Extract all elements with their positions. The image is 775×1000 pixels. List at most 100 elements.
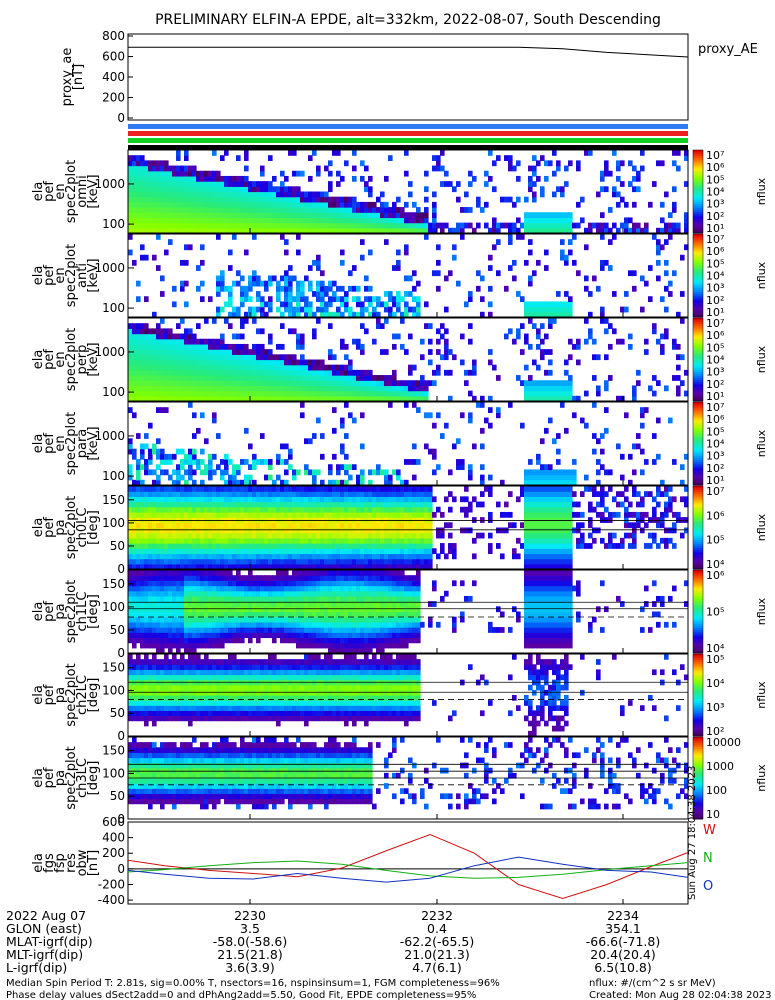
- heatmap-cell: [400, 537, 405, 544]
- heatmap-cell: [176, 343, 181, 350]
- heatmap-cell: [172, 585, 177, 592]
- heatmap-cell: [212, 469, 217, 476]
- heatmap-cell: [336, 222, 341, 229]
- ytick-label: 100: [102, 217, 125, 231]
- colorbar-cell: [693, 265, 703, 268]
- colorbar-cell: [693, 544, 703, 547]
- heatmap-cell: [564, 212, 569, 219]
- heatmap-cell: [520, 296, 525, 303]
- heatmap-cell: [220, 486, 225, 492]
- heatmap-cell: [352, 543, 357, 549]
- heatmap-cell: [212, 343, 217, 350]
- heatmap-cell: [196, 186, 201, 193]
- heatmap-cell: [268, 306, 273, 313]
- heatmap-cell: [192, 511, 197, 518]
- heatmap-cell: [468, 296, 473, 303]
- heatmap-cell: [132, 506, 137, 513]
- heatmap-cell: [132, 333, 137, 340]
- heatmap-cell: [284, 380, 289, 387]
- heatmap-cell: [144, 517, 149, 523]
- heatmap-cell: [520, 349, 525, 355]
- heatmap-cell: [664, 227, 669, 234]
- heatmap-cell: [284, 563, 289, 570]
- heatmap-cell: [536, 532, 541, 539]
- heatmap-cell: [492, 160, 497, 167]
- heatmap-cell: [232, 359, 237, 366]
- heatmap-cell: [128, 548, 133, 555]
- heatmap-cell: [252, 380, 257, 387]
- heatmap-cell: [564, 380, 569, 387]
- heatmap-cell: [320, 517, 325, 523]
- heatmap-cell: [136, 186, 141, 193]
- heatmap-cell: [296, 186, 301, 193]
- heatmap-cell: [348, 532, 353, 539]
- heatmap-cell: [456, 464, 461, 471]
- heatmap-cell: [328, 506, 333, 513]
- heatmap-cell: [268, 511, 273, 518]
- heatmap-cell: [476, 201, 481, 208]
- heatmap-cell: [268, 501, 273, 508]
- heatmap-cell: [332, 543, 337, 549]
- heatmap-cell: [344, 291, 349, 297]
- heatmap-cell: [184, 155, 189, 161]
- heatmap-cell: [228, 369, 233, 376]
- heatmap-cell: [300, 522, 305, 529]
- heatmap-cell: [552, 301, 557, 308]
- heatmap-cell: [172, 375, 177, 381]
- heatmap-cell: [232, 364, 237, 371]
- heatmap-cell: [288, 150, 293, 156]
- heatmap-cell: [372, 532, 377, 539]
- heatmap-cell: [160, 160, 165, 167]
- heatmap-cell: [156, 517, 161, 523]
- heatmap-cell: [268, 506, 273, 513]
- heatmap-cell: [660, 296, 665, 303]
- heatmap-cell: [200, 369, 205, 376]
- heatmap-cell: [292, 501, 297, 508]
- heatmap-cell: [284, 375, 289, 381]
- heatmap-cell: [556, 212, 561, 219]
- heatmap-cell: [572, 259, 577, 266]
- heatmap-cell: [164, 201, 169, 208]
- heatmap-cell: [316, 259, 321, 266]
- colorbar-cell: [693, 318, 703, 321]
- heatmap-cell: [136, 395, 141, 402]
- heatmap-cell: [136, 553, 141, 560]
- heatmap-cell: [416, 511, 421, 518]
- heatmap-cell: [604, 186, 609, 193]
- heatmap-cell: [260, 486, 265, 492]
- heatmap-cell: [132, 328, 137, 335]
- heatmap-cell: [280, 301, 285, 308]
- heatmap-cell: [428, 543, 433, 549]
- heatmap-cell: [552, 222, 557, 229]
- heatmap-cell: [236, 548, 241, 555]
- heatmap-cell: [360, 390, 365, 397]
- heatmap-cell: [156, 543, 161, 549]
- heatmap-cell: [368, 491, 373, 497]
- heatmap-cell: [628, 522, 633, 529]
- heatmap-cell: [400, 491, 405, 497]
- colorbar-cell: [693, 480, 703, 484]
- heatmap-cell: [524, 227, 529, 234]
- colorbar-cell: [693, 306, 703, 310]
- heatmap-cell: [404, 537, 409, 544]
- heatmap-cell: [332, 548, 337, 555]
- heatmap-cell: [532, 395, 537, 402]
- heatmap-cell: [196, 543, 201, 549]
- heatmap-cell: [184, 543, 189, 549]
- heatmap-cell: [136, 328, 141, 335]
- heatmap-cell: [132, 390, 137, 397]
- ylabel-line: ela: [31, 518, 46, 538]
- heatmap-cell: [352, 375, 357, 381]
- heatmap-cell: [264, 280, 269, 287]
- heatmap-cell: [560, 532, 565, 539]
- heatmap-cell: [312, 191, 317, 198]
- heatmap-cell: [276, 364, 281, 371]
- heatmap-cell: [196, 395, 201, 402]
- heatmap-cell: [272, 354, 277, 361]
- heatmap-cell: [136, 575, 141, 581]
- colorbar-cell: [693, 294, 703, 297]
- heatmap-cell: [296, 222, 301, 229]
- heatmap-cell: [288, 464, 293, 471]
- heatmap-cell: [204, 390, 209, 397]
- heatmap-cell: [600, 259, 605, 266]
